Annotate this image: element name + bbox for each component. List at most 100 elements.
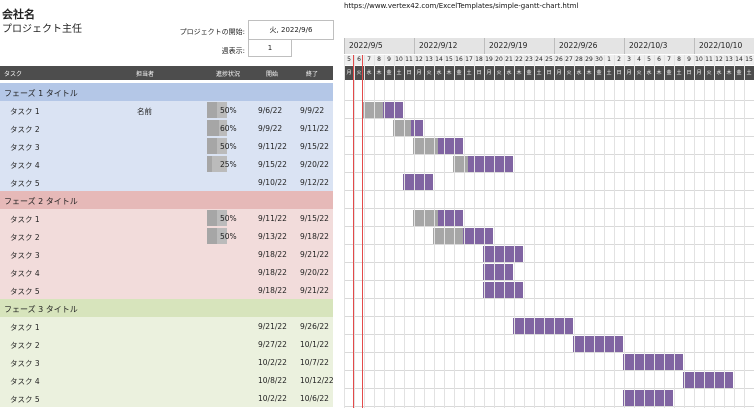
task-start: 9/11/22 [258, 214, 287, 223]
project-manager: プロジェクト主任 [2, 24, 82, 35]
gantt-bar[interactable] [513, 318, 573, 334]
task-row[interactable]: タスク 4 25% 9/15/22 9/20/22 [0, 155, 333, 173]
day-name: 木 [584, 66, 594, 80]
task-name: タスク 2 [10, 125, 40, 134]
gantt-bar[interactable] [623, 390, 673, 406]
timeline-vline [524, 55, 525, 408]
week-display-input[interactable]: 1 [248, 39, 292, 57]
day-number: 8 [374, 55, 384, 65]
timeline-vline [594, 55, 595, 408]
timeline-vline [704, 55, 705, 408]
progress-bar [207, 102, 227, 118]
task-row[interactable]: タスク 2 60% 9/9/22 9/11/22 [0, 119, 333, 137]
day-number: 3 [624, 55, 634, 65]
day-number: 7 [664, 55, 674, 65]
day-number: 11 [704, 55, 714, 65]
day-number: 26 [554, 55, 564, 65]
gantt-bar[interactable] [433, 228, 493, 244]
gantt-bar[interactable] [413, 138, 463, 154]
gantt-bar[interactable] [623, 354, 683, 370]
phase-row: フェーズ 3 タイトル [0, 299, 333, 317]
task-row[interactable]: タスク 3 9/18/22 9/21/22 [0, 245, 333, 263]
task-end: 10/1/22 [300, 340, 329, 349]
task-row[interactable]: タスク 2 9/27/22 10/1/22 [0, 335, 333, 353]
gantt-bar[interactable] [683, 372, 733, 388]
task-start: 9/27/22 [258, 340, 287, 349]
task-row[interactable]: タスク 2 50% 9/13/22 9/18/22 [0, 227, 333, 245]
task-start: 9/18/22 [258, 268, 287, 277]
gantt-bar[interactable] [403, 174, 433, 190]
gantt-bar[interactable] [483, 246, 523, 262]
progress-bar [207, 156, 227, 172]
day-number: 4 [634, 55, 644, 65]
gantt-bar[interactable] [573, 336, 623, 352]
project-start-input[interactable]: 火, 2022/9/6 [248, 20, 334, 40]
progress-bar [207, 138, 227, 154]
timeline-vline [684, 55, 685, 408]
week-label: 2022/9/26 [559, 41, 598, 50]
progress-fill [207, 156, 212, 172]
timeline-gridline [344, 100, 754, 101]
day-number: 10 [694, 55, 704, 65]
week-label: 2022/9/12 [419, 41, 458, 50]
task-name: タスク 1 [10, 215, 40, 224]
task-progress: 50% [220, 106, 237, 115]
task-name: タスク 5 [10, 287, 40, 296]
gantt-bar[interactable] [483, 264, 513, 280]
phase-title: フェーズ 2 タイトル [4, 197, 78, 206]
template-url[interactable]: https://www.vertex42.com/ExcelTemplates/… [344, 2, 579, 10]
timeline-vline [494, 55, 495, 408]
task-name: タスク 3 [10, 251, 40, 260]
task-progress: 50% [220, 142, 237, 151]
task-progress: 25% [220, 160, 237, 169]
day-name: 土 [394, 66, 404, 80]
task-row[interactable]: タスク 4 9/18/22 9/20/22 [0, 263, 333, 281]
day-number: 1 [604, 55, 614, 65]
timeline-gridline [344, 370, 754, 371]
day-name: 火 [494, 66, 504, 80]
timeline-vline [354, 55, 355, 408]
day-number: 5 [644, 55, 654, 65]
task-row[interactable]: タスク 3 10/2/22 10/7/22 [0, 353, 333, 371]
task-owner: 名前 [137, 107, 152, 116]
day-number: 6 [354, 55, 364, 65]
day-number: 22 [514, 55, 524, 65]
task-name: タスク 2 [10, 341, 40, 350]
day-number: 13 [424, 55, 434, 65]
timeline-vline [734, 55, 735, 408]
gantt-bar[interactable] [363, 102, 403, 118]
task-name: タスク 4 [10, 377, 40, 386]
day-number: 14 [434, 55, 444, 65]
gantt-bar[interactable] [483, 282, 523, 298]
gantt-bar[interactable] [393, 120, 423, 136]
task-row[interactable]: タスク 1 9/21/22 9/26/22 [0, 317, 333, 335]
day-name: 水 [434, 66, 444, 80]
timeline-gridline [344, 190, 754, 191]
timeline-vline [614, 55, 615, 408]
task-row[interactable]: タスク 1 50% 9/11/22 9/15/22 [0, 209, 333, 227]
day-number: 17 [464, 55, 474, 65]
task-row[interactable]: タスク 5 10/2/22 10/6/22 [0, 389, 333, 407]
day-name: 木 [514, 66, 524, 80]
gantt-bar[interactable] [413, 210, 463, 226]
task-row[interactable]: タスク 5 9/10/22 9/12/22 [0, 173, 333, 191]
day-number: 27 [564, 55, 574, 65]
timeline-vline [724, 55, 725, 408]
task-name: タスク 3 [10, 143, 40, 152]
timeline-gridline [344, 352, 754, 353]
gantt-bar-done [413, 138, 438, 154]
task-start: 9/9/22 [258, 124, 283, 133]
timeline-vline [444, 55, 445, 408]
task-row[interactable]: タスク 5 9/18/22 9/21/22 [0, 281, 333, 299]
day-name: 水 [644, 66, 654, 80]
day-name: 火 [564, 66, 574, 80]
timeline-vline [484, 55, 485, 408]
progress-fill [207, 210, 217, 226]
task-row[interactable]: タスク 4 10/8/22 10/12/22 [0, 371, 334, 389]
task-row[interactable]: タスク 3 50% 9/11/22 9/15/22 [0, 137, 333, 155]
task-row[interactable]: タスク 1 名前 50% 9/6/22 9/9/22 [0, 101, 333, 119]
day-number: 21 [504, 55, 514, 65]
day-name: 土 [534, 66, 544, 80]
task-start: 9/15/22 [258, 160, 287, 169]
column-start: 開始 [266, 71, 279, 78]
